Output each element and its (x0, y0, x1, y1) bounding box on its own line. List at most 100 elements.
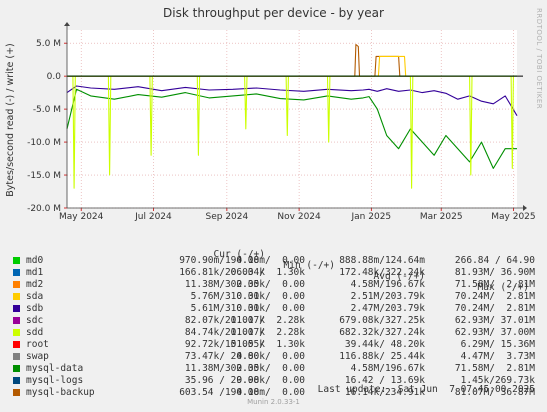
x-axis-arrow (523, 205, 527, 211)
legend-min-value: 0.00 / 2.28k (230, 315, 305, 326)
legend-cur-value: 84.74k/211.17k (179, 327, 265, 338)
legend-min-value: 0.00 / 1.30k (230, 339, 305, 350)
legend-min-value: 0.00 / 0.00 (236, 375, 305, 386)
legend-min-value: 0.00 / 2.28k (230, 327, 305, 338)
legend-max-value: 62.93M/ 37.00M (454, 327, 535, 338)
legend-swatch (13, 257, 20, 264)
x-tick-label: May 2025 (491, 212, 535, 222)
legend-row: sdb 5.61M/310.31k 0.00 / 0.00 2.47M/203.7… (0, 303, 547, 315)
legend-min-value: 0.00 / 1.30k (230, 267, 305, 278)
legend-avg-value: 39.44k/ 48.20k (339, 339, 425, 350)
x-tick-label: Sep 2024 (206, 212, 249, 222)
legend-max-value: 81.93M/ 36.90M (454, 267, 535, 278)
legend-row: mysql-data 11.38M/302.35k 0.00 / 0.00 4.5… (0, 363, 547, 375)
legend-row: root 92.72k/151.55k 0.00 / 1.30k 39.44k/ … (0, 339, 547, 351)
graph-title: Disk throughput per device - by year (163, 6, 384, 20)
chart-grid (67, 30, 517, 209)
x-tick-label: May 2024 (59, 212, 104, 222)
legend-max-value: 4.47M/ 3.73M (454, 351, 535, 362)
legend-device-name: md2 (26, 279, 44, 290)
legend-cur-value: 603.54 /194.18m (179, 387, 265, 398)
y-tick-label: -15.0 M (27, 171, 61, 181)
legend-max-value: 71.58M/ 2.81M (454, 279, 535, 290)
legend-avg-value: 2.47M/203.79k (339, 303, 425, 314)
x-tick-label: Jan 2025 (351, 212, 392, 222)
legend-swatch (13, 317, 20, 324)
legend-device-name: md1 (26, 267, 44, 278)
legend-cur-value: 5.76M/310.31k (179, 291, 265, 302)
legend-device-name: swap (26, 351, 49, 362)
legend-swatch (13, 389, 20, 396)
series-line-sdb (66, 85, 518, 116)
legend-header-avg: Avg (-/+) (373, 271, 425, 282)
legend-cur-value: 5.61M/310.31k (179, 303, 265, 314)
legend-max-value: 1.45k/269.73k (454, 375, 535, 386)
legend-row: sda 5.76M/310.31k 0.00 / 0.00 2.51M/203.7… (0, 291, 547, 303)
last-update: Last update: Sat Jun 7 07:45:00 2025 (317, 384, 535, 395)
legend-avg-value: 2.51M/203.79k (339, 291, 425, 302)
legend-header-min: Min (-/+) (283, 260, 335, 271)
legend-cur-value: 166.81k/206.34k (179, 267, 265, 278)
legend-max-value: 70.24M/ 2.81M (454, 291, 535, 302)
legend-avg-value: 16.42 / 13.69k (339, 375, 425, 386)
legend-row: sdd 84.74k/211.17k 0.00 / 2.28k 682.32k/32… (0, 327, 547, 339)
y-tick-label: -20.0 M (27, 204, 61, 214)
legend-device-name: mysql-logs (26, 375, 84, 386)
x-tick-label: Mar 2025 (420, 212, 463, 222)
legend-avg-value: 888.88m/124.64m (339, 255, 425, 266)
rrdtool-watermark: RRDTOOL / TOBI OETIKER (535, 8, 543, 110)
legend-cur-value: 11.38M/302.35k (179, 279, 265, 290)
series-line-mysql-data (66, 88, 517, 169)
legend-device-name: mysql-backup (26, 387, 95, 398)
legend-avg-value: 116.88k/ 25.44k (339, 351, 425, 362)
legend-row: mysql-backup 603.54 /194.18m 0.00 / 0.00 1… (0, 387, 547, 399)
legend-min-value: 0.00 / 0.00 (236, 351, 305, 362)
legend-device-name: sdb (26, 303, 44, 314)
y-tick-label: 0.0 (47, 72, 62, 82)
x-tick-label: Nov 2024 (277, 212, 321, 222)
legend-max-value: 6.29M/ 15.36M (454, 339, 535, 350)
legend-max-value: 70.24M/ 2.81M (454, 303, 535, 314)
legend-row: mysql-logs 35.96 / 29.98k 0.00 / 0.00 16.… (0, 375, 547, 387)
legend-device-name: mysql-data (26, 363, 84, 374)
legend-max-value: 62.93M/ 37.01M (454, 315, 535, 326)
legend-cur-value: 73.47k/ 24.80k (179, 351, 265, 362)
legend-device-name: sdd (26, 327, 44, 338)
y-axis-arrow (64, 22, 70, 26)
legend-cur-value: 92.72k/151.55k (179, 339, 265, 350)
legend-avg-value: 4.58M/196.67k (339, 363, 425, 374)
legend-header-cur: Cur (-/+) (213, 249, 265, 260)
y-tick-label: -10.0 M (27, 138, 61, 148)
legend-swatch (13, 329, 20, 336)
legend-min-value: 0.00 / 0.00 (236, 291, 305, 302)
legend-swatch (13, 353, 20, 360)
legend-device-name: sda (26, 291, 44, 302)
legend-swatch (13, 365, 20, 372)
plot-area (67, 30, 517, 208)
legend-row: md0 970.90m/194.18m 0.00 / 0.00 888.88m/124… (0, 255, 547, 267)
legend-row: sdc 82.07k/211.17k 0.00 / 2.28k 679.08k/32… (0, 315, 547, 327)
legend-min-value: 0.00 / 0.00 (236, 363, 305, 374)
legend-device-name: root (26, 339, 49, 350)
legend-row: md2 11.38M/302.35k 0.00 / 0.00 4.58M/196.… (0, 279, 547, 291)
legend-max-value: 71.58M/ 2.81M (454, 363, 535, 374)
y-axis-label: Bytes/second read (-) / write (+) (5, 43, 16, 197)
legend-max-value: 266.84 / 64.90 (454, 255, 535, 266)
legend-swatch (13, 293, 20, 300)
legend-row: swap 73.47k/ 24.80k 0.00 / 0.00 116.88k/ 2… (0, 351, 547, 363)
legend-cur-value: 35.96 / 29.98k (179, 375, 265, 386)
y-tick-label: 5.0 M (36, 39, 61, 49)
legend-swatch (13, 341, 20, 348)
legend-min-value: 0.00 / 0.00 (236, 387, 305, 398)
legend-swatch (13, 269, 20, 276)
y-tick-label: -5.0 M (33, 105, 61, 115)
legend-cur-value: 82.07k/211.17k (179, 315, 265, 326)
legend-avg-value: 682.32k/327.24k (339, 327, 425, 338)
legend-header-max: Max (-/+) (477, 282, 529, 293)
legend-cur-value: 970.90m/194.18m (179, 255, 265, 266)
legend-device-name: md0 (26, 255, 44, 266)
legend-max-value: 81.07M/ 36.87M (454, 387, 535, 398)
legend-swatch (13, 305, 20, 312)
legend-avg-value: 16.14k/234.91k (339, 387, 425, 398)
